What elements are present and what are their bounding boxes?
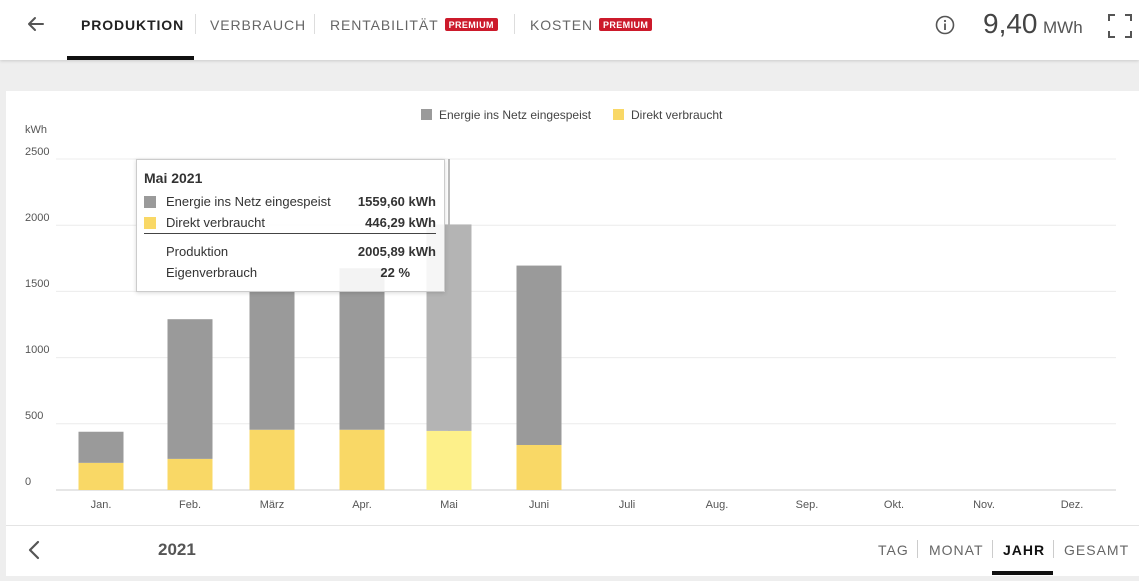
tooltip-unit: % xyxy=(398,265,410,280)
legend-item-feed[interactable]: Energie ins Netz eingespeist xyxy=(421,108,591,124)
total-production-value: 9,40 xyxy=(983,8,1038,39)
range-jahr[interactable]: JAHR xyxy=(1003,542,1046,558)
x-tick-label: Juli xyxy=(618,499,636,511)
active-tab-indicator xyxy=(67,56,194,60)
x-tick-label: Feb. xyxy=(178,499,201,511)
bar-direct-3[interactable] xyxy=(339,429,385,490)
range-tag[interactable]: TAG xyxy=(878,542,909,558)
tab-rentabilitaet[interactable]: RENTABILITÄT PREMIUM xyxy=(330,17,498,33)
tooltip-value: 1559,60 kWh xyxy=(358,194,436,209)
bar-direct-4[interactable] xyxy=(426,430,472,490)
tab-produktion[interactable]: PRODUKTION xyxy=(81,17,185,33)
y-tick-label: 2000 xyxy=(25,212,50,224)
tooltip-row-feed: Energie ins Netz eingespeist 1559,60 kWh xyxy=(144,193,436,211)
top-bar xyxy=(0,0,1139,60)
legend-label-feed: Energie ins Netz eingespeist xyxy=(439,108,592,122)
tooltip-label: Direkt verbraucht xyxy=(166,215,265,230)
active-range-indicator xyxy=(992,571,1053,575)
tooltip-divider xyxy=(144,233,436,234)
y-tick-label: 1500 xyxy=(25,278,50,290)
tooltip-number: 22 xyxy=(380,265,395,280)
tab-verbrauch[interactable]: VERBRAUCH xyxy=(210,17,307,33)
bar-feed-2[interactable] xyxy=(249,290,295,430)
previous-year-chevron-icon[interactable] xyxy=(24,539,46,561)
tooltip-row-direct: Direkt verbraucht 446,29 kWh xyxy=(144,214,436,232)
y-tick-label: 0 xyxy=(25,476,32,488)
bottom-bar xyxy=(6,525,1139,576)
bar-direct-5[interactable] xyxy=(516,444,562,490)
y-tick-label: 2500 xyxy=(25,146,50,158)
legend-swatch-direct xyxy=(613,109,624,120)
range-gesamt[interactable]: GESAMT xyxy=(1064,542,1130,558)
tooltip-number: 446,29 xyxy=(365,215,405,230)
tab-kosten[interactable]: KOSTEN PREMIUM xyxy=(530,17,653,33)
bar-direct-0[interactable] xyxy=(78,462,124,490)
range-divider xyxy=(1053,540,1054,558)
total-production-unit: MWh xyxy=(1043,18,1083,37)
tooltip-row-production: Produktion 2005,89 kWh xyxy=(144,243,436,261)
premium-badge: PREMIUM xyxy=(444,18,498,31)
y-axis-unit: kWh xyxy=(25,124,47,136)
x-tick-label: Okt. xyxy=(883,499,905,511)
tooltip-label: Produktion xyxy=(166,244,229,259)
range-divider xyxy=(992,540,993,558)
tooltip-number: 2005,89 xyxy=(357,244,405,259)
tab-rentabilitaet-label: RENTABILITÄT xyxy=(330,17,439,33)
chart-tooltip: Mai 2021 Energie ins Netz eingespeist 15… xyxy=(136,159,445,292)
tab-divider xyxy=(514,14,515,34)
bar-feed-3[interactable] xyxy=(339,268,385,430)
premium-badge: PREMIUM xyxy=(598,18,653,31)
tooltip-value: 2005,89 kWh xyxy=(358,244,436,259)
tooltip-unit: kWh xyxy=(408,244,436,259)
bar-feed-0[interactable] xyxy=(78,431,124,463)
x-tick-label: Juni xyxy=(528,499,550,511)
x-tick-label: Nov. xyxy=(973,499,995,511)
tooltip-row-self-consumption: Eigenverbrauch 22 % xyxy=(144,264,436,282)
tab-kosten-label: KOSTEN xyxy=(530,17,593,33)
legend-label-direct: Direkt verbraucht xyxy=(631,108,723,122)
back-arrow-icon[interactable] xyxy=(22,10,50,38)
bar-group xyxy=(78,224,562,490)
tooltip-swatch-direct xyxy=(144,217,156,229)
tab-divider xyxy=(314,14,315,34)
selected-year: 2021 xyxy=(158,540,196,559)
tab-divider xyxy=(195,14,196,34)
tooltip-unit: kWh xyxy=(408,215,436,230)
fullscreen-icon[interactable] xyxy=(1107,13,1133,39)
range-monat[interactable]: MONAT xyxy=(929,542,984,558)
bar-direct-2[interactable] xyxy=(249,429,295,490)
tooltip-label: Eigenverbrauch xyxy=(166,265,258,280)
bar-feed-1[interactable] xyxy=(167,319,213,459)
x-tick-label: Mai xyxy=(440,499,458,511)
x-tick-label: Dez. xyxy=(1060,499,1084,511)
x-tick-label: Sep. xyxy=(795,499,819,511)
tooltip-number: 1559,60 xyxy=(357,194,405,209)
tooltip-swatch-feed xyxy=(144,196,156,208)
tooltip-label: Energie ins Netz eingespeist xyxy=(166,194,331,209)
tooltip-value: 22 % xyxy=(380,265,410,280)
tooltip-value: 446,29 kWh xyxy=(365,215,436,230)
bar-feed-5[interactable] xyxy=(516,265,562,445)
tooltip-unit: kWh xyxy=(408,194,436,209)
x-tick-label: Aug. xyxy=(705,499,729,511)
info-icon[interactable] xyxy=(934,14,956,36)
y-tick-label: 500 xyxy=(25,410,44,422)
range-divider xyxy=(917,540,918,558)
x-tick-label: Jan. xyxy=(90,499,112,511)
tooltip-title: Mai 2021 xyxy=(144,170,203,186)
legend-item-direct[interactable]: Direkt verbraucht xyxy=(613,108,722,124)
x-tick-label: Apr. xyxy=(352,499,372,511)
legend-swatch-feed xyxy=(421,109,432,120)
bar-direct-1[interactable] xyxy=(167,458,213,490)
x-tick-label: März xyxy=(259,499,285,511)
y-tick-label: 1000 xyxy=(25,344,50,356)
